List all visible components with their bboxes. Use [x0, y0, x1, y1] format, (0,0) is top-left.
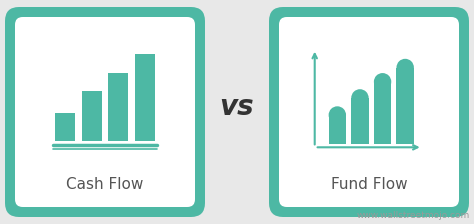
Ellipse shape [328, 106, 346, 124]
FancyBboxPatch shape [15, 17, 195, 207]
FancyBboxPatch shape [5, 7, 205, 217]
Bar [135, 54, 155, 140]
Bar [351, 98, 369, 144]
Bar [396, 67, 414, 144]
Ellipse shape [396, 59, 414, 76]
Bar [82, 91, 102, 140]
Ellipse shape [374, 73, 391, 90]
Bar [55, 113, 75, 140]
Text: www.wallstreetmojo.com: www.wallstreetmojo.com [357, 211, 470, 220]
Text: Cash Flow: Cash Flow [66, 177, 144, 192]
Ellipse shape [351, 89, 369, 107]
FancyBboxPatch shape [269, 7, 469, 217]
Bar [108, 73, 128, 140]
Bar [328, 115, 346, 144]
FancyBboxPatch shape [279, 17, 459, 207]
Text: vs: vs [219, 93, 255, 121]
Bar [374, 82, 391, 144]
Text: Fund Flow: Fund Flow [331, 177, 407, 192]
